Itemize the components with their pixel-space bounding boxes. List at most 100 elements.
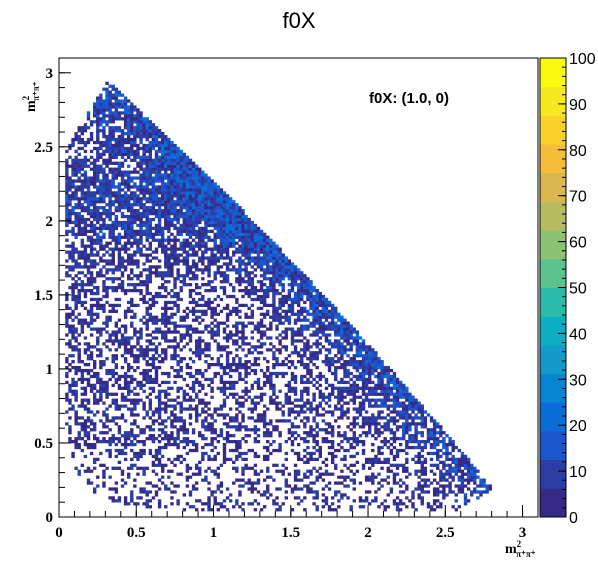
heatmap-cell <box>74 306 78 311</box>
heatmap-cell <box>105 140 109 145</box>
heatmap-cell <box>71 404 75 408</box>
heatmap-cell <box>114 371 119 376</box>
heatmap-cell <box>312 445 316 450</box>
heatmap-cell <box>244 247 248 251</box>
heatmap-cell <box>235 235 239 239</box>
heatmap-cell <box>262 490 267 494</box>
heatmap-cell <box>266 440 270 444</box>
heatmap-cell <box>83 377 88 382</box>
heatmap-cell <box>89 223 94 228</box>
heatmap-cell <box>262 445 267 450</box>
heatmap-cell <box>99 419 103 423</box>
heatmap-cell <box>167 217 171 222</box>
heatmap-cell <box>207 496 211 500</box>
heatmap-cell <box>99 211 103 216</box>
heatmap-cell <box>154 167 159 171</box>
heatmap-cell <box>225 265 230 269</box>
heatmap-cell <box>207 303 211 308</box>
heatmap-cell <box>185 262 190 266</box>
heatmap-cell <box>191 223 196 228</box>
heatmap-cell <box>123 247 128 251</box>
heatmap-cell <box>170 217 174 222</box>
heatmap-cell <box>123 457 128 462</box>
heatmap-cell <box>151 321 156 325</box>
heatmap-cell <box>170 197 174 201</box>
heatmap-cell <box>244 280 248 284</box>
heatmap-cell <box>96 214 100 219</box>
heatmap-cell <box>154 229 159 234</box>
heatmap-cell <box>318 300 322 305</box>
heatmap-cell <box>194 368 199 373</box>
heatmap-cell <box>105 188 109 192</box>
heatmap-cell <box>204 197 208 201</box>
heatmap-cell <box>250 398 254 402</box>
heatmap-cell <box>133 286 137 290</box>
heatmap-cell <box>194 318 199 322</box>
heatmap-cell <box>77 422 81 426</box>
heatmap-cell <box>312 419 316 423</box>
heatmap-cell <box>213 214 217 219</box>
heatmap-cell <box>235 211 239 216</box>
heatmap-cell <box>111 102 115 106</box>
heatmap-cell <box>176 197 180 201</box>
heatmap-cell <box>253 487 258 491</box>
heatmap-cell <box>136 457 140 462</box>
heatmap-cell <box>225 238 230 242</box>
heatmap-cell <box>130 253 134 257</box>
heatmap-cell <box>108 404 112 408</box>
heatmap-cell <box>312 466 316 470</box>
heatmap-cell <box>194 262 199 266</box>
heatmap-cell <box>130 345 134 349</box>
heatmap-cell <box>201 410 205 414</box>
heatmap-cell <box>68 182 72 186</box>
heatmap-cell <box>117 140 122 145</box>
heatmap-cell <box>216 327 220 331</box>
heatmap-cell <box>117 404 122 408</box>
heatmap-cell <box>216 229 220 234</box>
heatmap-cell <box>194 487 199 491</box>
heatmap-cell <box>244 291 248 296</box>
heatmap-cell <box>201 209 205 213</box>
heatmap-cell <box>241 241 245 245</box>
heatmap-cell <box>312 324 316 328</box>
heatmap-cell <box>86 416 91 420</box>
heatmap-cell <box>219 413 224 417</box>
heatmap-cell <box>133 194 137 198</box>
heatmap-cell <box>244 363 248 367</box>
heatmap-cell <box>123 137 128 142</box>
heatmap-cell <box>114 87 119 91</box>
heatmap-cell <box>296 496 301 500</box>
heatmap-cell <box>86 164 91 168</box>
heatmap-cell <box>136 155 140 159</box>
heatmap-cell <box>194 214 199 219</box>
heatmap-cell <box>278 283 282 287</box>
heatmap-cell <box>151 123 156 127</box>
heatmap-cell <box>269 259 273 263</box>
heatmap-cell <box>201 203 205 207</box>
heatmap-cell <box>182 422 186 426</box>
heatmap-cell <box>142 416 146 420</box>
heatmap-cell <box>213 437 217 441</box>
heatmap-cell <box>139 318 143 322</box>
heatmap-cell <box>238 244 242 248</box>
heatmap-cell <box>139 333 143 337</box>
heatmap-cell <box>253 357 258 361</box>
heatmap-cell <box>86 126 91 130</box>
heatmap-cell <box>126 306 131 311</box>
heatmap-cell <box>105 143 109 148</box>
heatmap-cell <box>201 351 205 355</box>
heatmap-cell <box>136 265 140 269</box>
heatmap-cell <box>74 185 78 189</box>
heatmap-cell <box>133 191 137 195</box>
heatmap-cell <box>198 235 202 239</box>
heatmap-cell <box>86 309 91 313</box>
heatmap-cell <box>86 265 91 269</box>
heatmap-cell <box>173 200 177 204</box>
heatmap-cell <box>241 321 245 325</box>
heatmap-cell <box>157 460 162 464</box>
heatmap-cell <box>250 277 254 281</box>
heatmap-cell <box>142 348 146 352</box>
heatmap-cell <box>262 383 267 387</box>
heatmap-cell <box>269 321 273 325</box>
heatmap-cell <box>157 229 162 234</box>
